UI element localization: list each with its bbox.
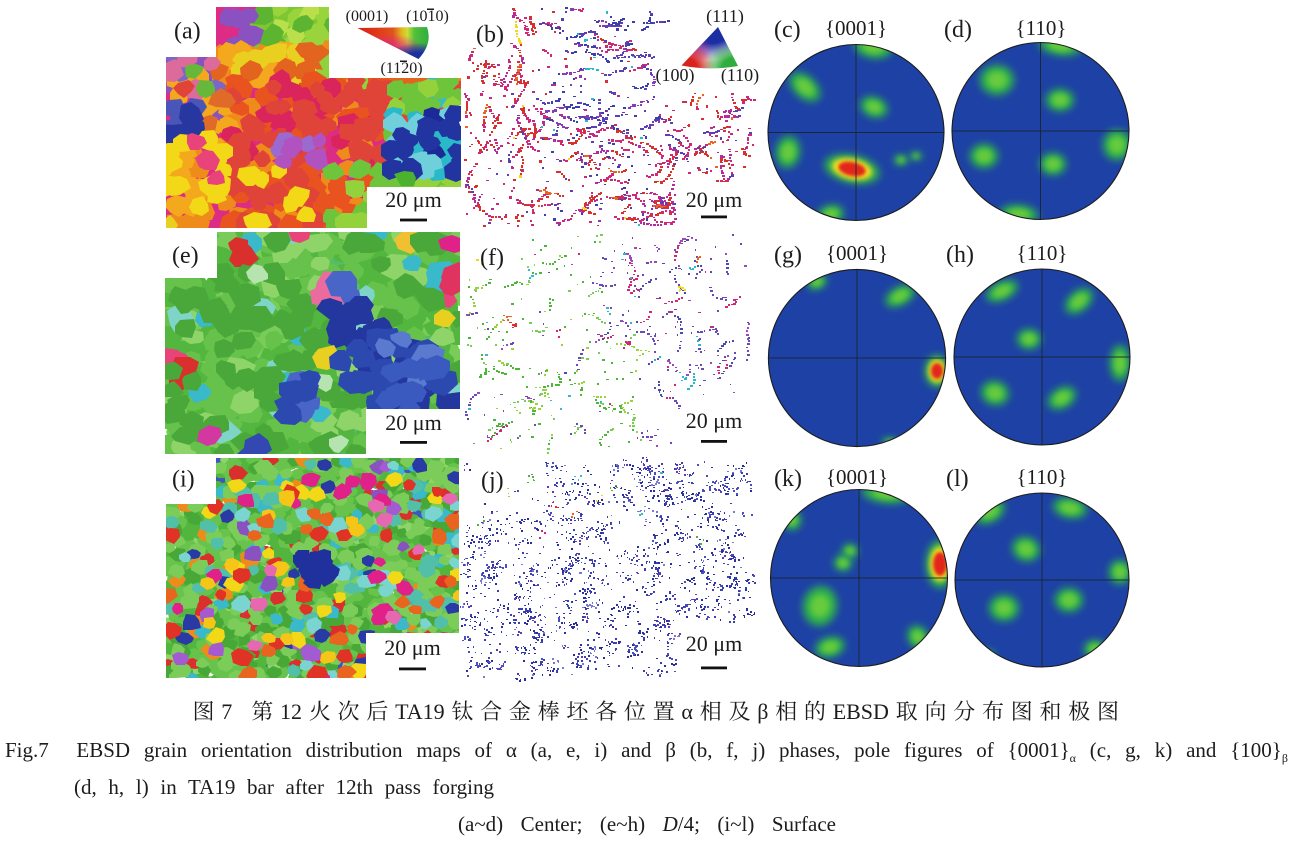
svg-text:{0001}: {0001} xyxy=(826,241,888,265)
svg-text:(h): (h) xyxy=(946,242,974,268)
svg-text:α: α xyxy=(681,699,693,724)
svg-text:(1010): (1010) xyxy=(406,8,449,25)
svg-text:20 μm: 20 μm xyxy=(686,187,742,212)
svg-text:(f): (f) xyxy=(480,245,504,271)
svg-text:20 μm: 20 μm xyxy=(686,408,742,433)
svg-text:{110}: {110} xyxy=(1017,465,1068,489)
svg-text:{0001}: {0001} xyxy=(826,465,888,489)
svg-text:12: 12 xyxy=(280,699,302,724)
svg-text:{110}: {110} xyxy=(1017,241,1068,265)
svg-text:(k): (k) xyxy=(774,466,802,492)
svg-text:(e): (e) xyxy=(172,243,199,269)
svg-text:(i): (i) xyxy=(172,467,195,493)
svg-text:7: 7 xyxy=(221,699,232,724)
svg-text:(110): (110) xyxy=(721,65,759,86)
svg-text:{110}: {110} xyxy=(1016,16,1067,40)
svg-text:TA19: TA19 xyxy=(395,699,445,724)
svg-text:20 μm: 20 μm xyxy=(686,631,742,656)
svg-text:(d): (d) xyxy=(944,17,972,43)
svg-text:(100): (100) xyxy=(656,65,695,86)
svg-text:{0001}: {0001} xyxy=(825,16,887,40)
svg-text:β: β xyxy=(757,699,768,724)
svg-text:(a): (a) xyxy=(174,19,201,45)
svg-text:EBSD: EBSD xyxy=(833,699,889,724)
svg-text:(1120): (1120) xyxy=(380,60,422,77)
svg-text:20 μm: 20 μm xyxy=(385,410,441,435)
svg-text:(j): (j) xyxy=(481,468,504,494)
svg-text:(l): (l) xyxy=(946,466,969,492)
svg-text:(0001): (0001) xyxy=(346,8,389,25)
svg-text:(111): (111) xyxy=(706,6,744,27)
svg-text:20 μm: 20 μm xyxy=(385,187,441,212)
svg-text:(b): (b) xyxy=(476,22,504,48)
svg-text:20 μm: 20 μm xyxy=(384,635,440,660)
svg-text:(g): (g) xyxy=(774,243,802,269)
svg-text:(c): (c) xyxy=(774,17,801,43)
